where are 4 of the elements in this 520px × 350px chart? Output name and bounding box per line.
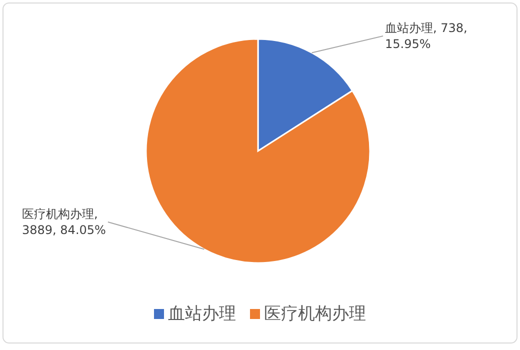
data-label: 血站办理, 738, 15.95% [385, 21, 468, 51]
legend-label: 医疗机构办理 [264, 304, 366, 324]
legend-label: 血站办理 [168, 304, 236, 324]
data-label: 医疗机构办理, 3889, 84.05% [22, 207, 106, 237]
